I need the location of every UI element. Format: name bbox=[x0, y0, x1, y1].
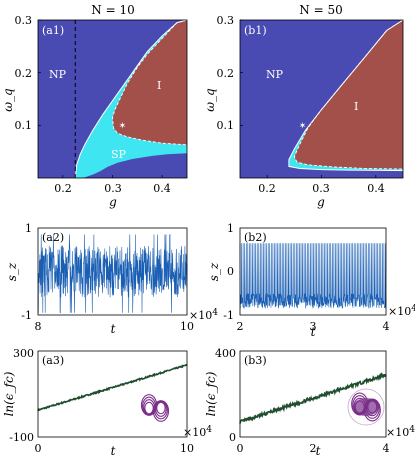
xlabel-a1: g bbox=[109, 195, 117, 209]
series-lnfc-a3 bbox=[37, 363, 188, 412]
xtick-a2-8: 8 bbox=[35, 320, 42, 333]
xtick-a1-0.4: 0.4 bbox=[153, 182, 171, 195]
xlabel-a2: t bbox=[111, 322, 116, 336]
panel-label-b3: (b3) bbox=[244, 354, 267, 367]
xtick-b1-0.4: 0.4 bbox=[367, 182, 385, 195]
attractor-inset-b3 bbox=[347, 388, 385, 426]
region-label-np-b1: NP bbox=[266, 68, 284, 81]
panel-label-b2: (b2) bbox=[244, 231, 267, 244]
panel-a3: (a3) 300 -100 0 10 t ln(ϵ_fc) ×104 bbox=[2, 347, 212, 458]
ytick-a2-m1: -1 bbox=[21, 309, 32, 322]
ytick-b1-0.3: 0.3 bbox=[217, 14, 235, 27]
xtick-b2-3: 3 bbox=[310, 320, 317, 333]
xtick-b1-0.2: 0.2 bbox=[258, 182, 276, 195]
panel-label-a3: (a3) bbox=[42, 354, 64, 367]
xlabel-b1: g bbox=[317, 195, 325, 209]
ytick-b1-0.1: 0.1 bbox=[217, 119, 235, 132]
xtick-b2-4: 4 bbox=[383, 320, 390, 333]
panel-label-a1: (a1) bbox=[42, 24, 64, 37]
ytick-a1-0.3: 0.3 bbox=[15, 14, 33, 27]
ylabel-a1: ω_q bbox=[1, 88, 15, 112]
multiplier-b2: ×104 bbox=[388, 304, 415, 318]
panel-a2: (a2) 1 -1 8 10 t s_z ×104 bbox=[5, 222, 218, 336]
boundary-i-a1 bbox=[112, 19, 188, 146]
boundary-sp-np-b1 bbox=[288, 19, 404, 172]
xtick-b1-0.3: 0.3 bbox=[312, 182, 330, 195]
marker-star-a1: ✶ bbox=[119, 121, 127, 131]
ylabel-b1: ω_q bbox=[203, 88, 217, 112]
region-i-a1 bbox=[112, 20, 187, 145]
ytick-b3-0: 0 bbox=[229, 431, 236, 444]
xtick-b3-2: 2 bbox=[310, 442, 317, 455]
series-sz-a2 bbox=[37, 234, 188, 314]
xtick-a1-0.3: 0.3 bbox=[104, 182, 122, 195]
region-label-i-a1: I bbox=[157, 79, 161, 92]
xtick-a3-10: 10 bbox=[180, 442, 194, 455]
multiplier-b3: ×104 bbox=[386, 425, 415, 439]
ytick-a1-0.1: 0.1 bbox=[15, 119, 33, 132]
attractor-inset-a3 bbox=[140, 394, 170, 422]
panel-b1: N = 50 ✶ (b1) NP I 0.3 0.2 0.1 0.2 0.3 0… bbox=[203, 3, 404, 209]
ylabel-a2: s_z bbox=[5, 262, 19, 281]
ytick-b1-0.2: 0.2 bbox=[217, 67, 235, 80]
xtick-a1-0.2: 0.2 bbox=[54, 182, 72, 195]
xtick-b2-2: 2 bbox=[237, 320, 244, 333]
ylabel-a3: ln(ϵ_fc) bbox=[2, 371, 16, 416]
series-sz-b2 bbox=[239, 243, 387, 309]
xtick-a2-10: 10 bbox=[180, 320, 194, 333]
xtick-b3-0: 0 bbox=[237, 442, 244, 455]
panel-b2: (b2) 1 0 -1 2 3 4 t s_z ×104 bbox=[207, 222, 415, 339]
boundary-i-b1 bbox=[293, 19, 404, 170]
panel-a1: N = 10 ✶ (a1) NP SP I 0.3 0.2 0.1 0.2 0.… bbox=[1, 3, 188, 209]
xlabel-b3: t bbox=[316, 444, 321, 458]
marker-star-b1: ✶ bbox=[299, 121, 307, 131]
ytick-b2-m1: -1 bbox=[223, 309, 234, 322]
xlabel-a3: t bbox=[111, 444, 116, 458]
xlabel-b2: t bbox=[311, 325, 316, 339]
title-b1: N = 50 bbox=[299, 3, 342, 17]
panel-label-a2: (a2) bbox=[42, 231, 64, 244]
multiplier-a2: ×104 bbox=[189, 308, 218, 322]
region-i-b1 bbox=[294, 20, 403, 169]
ytick-b2-0: 0 bbox=[227, 265, 234, 278]
series-lnfc-b3 bbox=[239, 372, 387, 424]
ytick-a1-0.2: 0.2 bbox=[15, 67, 33, 80]
ylabel-b2: s_z bbox=[207, 262, 221, 281]
ytick-b2-1: 1 bbox=[227, 222, 234, 235]
region-label-i-b1: I bbox=[354, 100, 358, 113]
ytick-a2-1: 1 bbox=[25, 222, 32, 235]
boundary-sp-np-a1 bbox=[74, 19, 188, 179]
region-np-lower-a1 bbox=[75, 153, 187, 178]
panel-label-b1: (b1) bbox=[244, 24, 267, 37]
title-a1: N = 10 bbox=[91, 3, 134, 17]
region-label-np-a1: NP bbox=[49, 68, 67, 81]
xtick-b3-4: 4 bbox=[383, 442, 390, 455]
ylabel-b3: ln(ϵ_fc) bbox=[204, 371, 218, 416]
ytick-b3-400: 400 bbox=[215, 347, 236, 360]
xtick-a3-0: 0 bbox=[35, 442, 42, 455]
ytick-a3-300: 300 bbox=[13, 347, 34, 360]
ytick-a3-m100: -100 bbox=[9, 431, 34, 444]
region-label-sp-a1: SP bbox=[111, 148, 127, 161]
panel-b3: (b3) 400 0 0 2 4 t ln(ϵ_fc) ×104 bbox=[204, 347, 415, 458]
multiplier-a3: ×104 bbox=[183, 425, 212, 439]
